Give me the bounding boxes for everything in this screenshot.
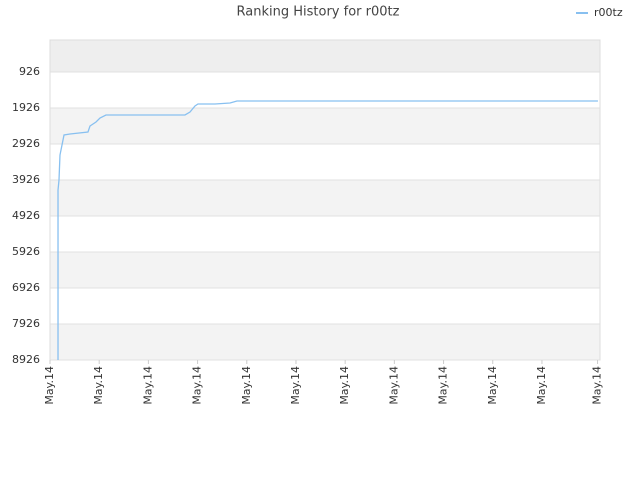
plot-band — [50, 108, 600, 145]
plot-band — [50, 216, 600, 253]
y-tick-label: 5926 — [12, 245, 40, 258]
x-tick-label: May.14 — [591, 366, 604, 405]
plot-band — [50, 324, 600, 360]
x-tick-label: May.14 — [387, 366, 400, 405]
y-tick-label: 3926 — [12, 173, 40, 186]
x-tick-label: May.14 — [486, 366, 499, 405]
plot-band — [50, 288, 600, 325]
x-tick-label: May.14 — [338, 366, 351, 405]
plot-band — [50, 40, 600, 73]
plot-band — [50, 72, 600, 109]
x-tick-label: May.14 — [535, 366, 548, 405]
y-tick-label: 1926 — [12, 101, 40, 114]
legend-label: r00tz — [594, 6, 623, 19]
plot-band — [50, 144, 600, 181]
x-tick-label: May.14 — [289, 366, 302, 405]
x-tick-label: May.14 — [191, 366, 204, 405]
y-tick-label: 2926 — [12, 137, 40, 150]
x-tick-label: May.14 — [437, 366, 450, 405]
plot-band — [50, 252, 600, 289]
chart-title: Ranking History for r00tz — [237, 5, 400, 20]
y-tick-label: 926 — [19, 65, 40, 78]
x-tick-label: May.14 — [240, 366, 253, 405]
y-tick-label: 6926 — [12, 281, 40, 294]
x-tick-label: May.14 — [92, 366, 105, 405]
y-tick-label: 7926 — [12, 317, 40, 330]
plot-band — [50, 180, 600, 217]
y-tick-label: 4926 — [12, 209, 40, 222]
x-tick-label: May.14 — [43, 366, 56, 405]
y-tick-label: 8926 — [12, 353, 40, 366]
series-line — [57, 100, 598, 360]
x-tick-label: May.14 — [141, 366, 154, 405]
